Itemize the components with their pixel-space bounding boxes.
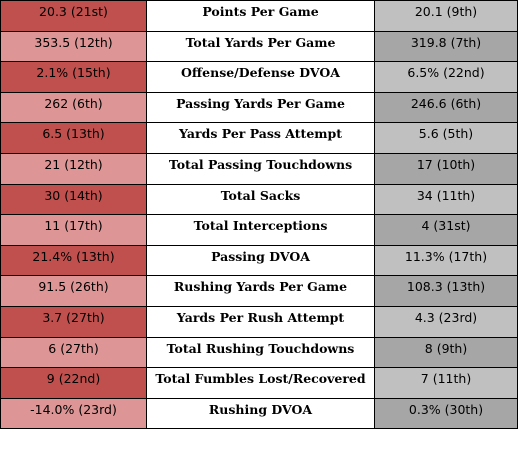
team-a-value: 20.3 (21st) [0,0,147,32]
team-b-value: 246.6 (6th) [374,91,518,124]
team-a-value: 2.1% (15th) [0,61,147,93]
team-a-value: 6.5 (13th) [0,122,147,154]
table-row: 21 (12th) Total Passing Touchdowns 17 (1… [0,152,518,185]
team-b-value: 8 (9th) [374,336,518,369]
table-row: 2.1% (15th) Offense/Defense DVOA 6.5% (2… [0,61,518,93]
team-b-value: 4 (31st) [374,214,518,246]
stats-table-body: 20.3 (21st) Points Per Game 20.1 (9th) 3… [0,0,518,430]
team-b-value: 4.3 (23rd) [374,305,518,338]
team-a-value: 262 (6th) [0,91,147,124]
table-row: 91.5 (26th) Rushing Yards Per Game 108.3… [0,275,518,307]
table-row: 262 (6th) Passing Yards Per Game 246.6 (… [0,91,518,124]
stat-label: Points Per Game [146,0,375,32]
table-row: 353.5 (12th) Total Yards Per Game 319.8 … [0,30,518,63]
team-b-value: 17 (10th) [374,152,518,185]
team-b-value: 7 (11th) [374,367,518,399]
team-a-value: 21 (12th) [0,152,147,185]
team-b-value: 5.6 (5th) [374,122,518,154]
table-row: -14.0% (23rd) Rushing DVOA 0.3% (30th) [0,397,518,430]
table-row: 3.7 (27th) Yards Per Rush Attempt 4.3 (2… [0,305,518,338]
team-b-value: 6.5% (22nd) [374,61,518,93]
table-row: 9 (22nd) Total Fumbles Lost/Recovered 7 … [0,367,518,399]
stat-label: Total Fumbles Lost/Recovered [146,367,375,399]
stat-label: Rushing DVOA [146,397,375,430]
team-a-value: 353.5 (12th) [0,30,147,63]
team-a-value: 21.4% (13th) [0,244,147,277]
team-b-value: 20.1 (9th) [374,0,518,32]
table-row: 11 (17th) Total Interceptions 4 (31st) [0,214,518,246]
team-b-value: 108.3 (13th) [374,275,518,307]
team-b-value: 0.3% (30th) [374,397,518,430]
team-a-value: 3.7 (27th) [0,305,147,338]
team-a-value: 11 (17th) [0,214,147,246]
table-row: 30 (14th) Total Sacks 34 (11th) [0,183,518,216]
stat-label: Offense/Defense DVOA [146,61,375,93]
team-b-value: 34 (11th) [374,183,518,216]
table-row: 20.3 (21st) Points Per Game 20.1 (9th) [0,0,518,32]
stat-label: Passing Yards Per Game [146,91,375,124]
stat-label: Passing DVOA [146,244,375,277]
table-row: 6 (27th) Total Rushing Touchdowns 8 (9th… [0,336,518,369]
stat-label: Total Passing Touchdowns [146,152,375,185]
stat-label: Total Interceptions [146,214,375,246]
stat-label: Total Yards Per Game [146,30,375,63]
team-a-value: -14.0% (23rd) [0,397,147,430]
team-b-value: 11.3% (17th) [374,244,518,277]
team-a-value: 91.5 (26th) [0,275,147,307]
table-row: 21.4% (13th) Passing DVOA 11.3% (17th) [0,244,518,277]
stat-label: Yards Per Rush Attempt [146,305,375,338]
table-row: 6.5 (13th) Yards Per Pass Attempt 5.6 (5… [0,122,518,154]
stats-comparison-table: 20.3 (21st) Points Per Game 20.1 (9th) 3… [0,0,518,430]
team-a-value: 30 (14th) [0,183,147,216]
team-a-value: 9 (22nd) [0,367,147,399]
stat-label: Rushing Yards Per Game [146,275,375,307]
stat-label: Total Rushing Touchdowns [146,336,375,369]
team-a-value: 6 (27th) [0,336,147,369]
stat-label: Yards Per Pass Attempt [146,122,375,154]
team-b-value: 319.8 (7th) [374,30,518,63]
stat-label: Total Sacks [146,183,375,216]
